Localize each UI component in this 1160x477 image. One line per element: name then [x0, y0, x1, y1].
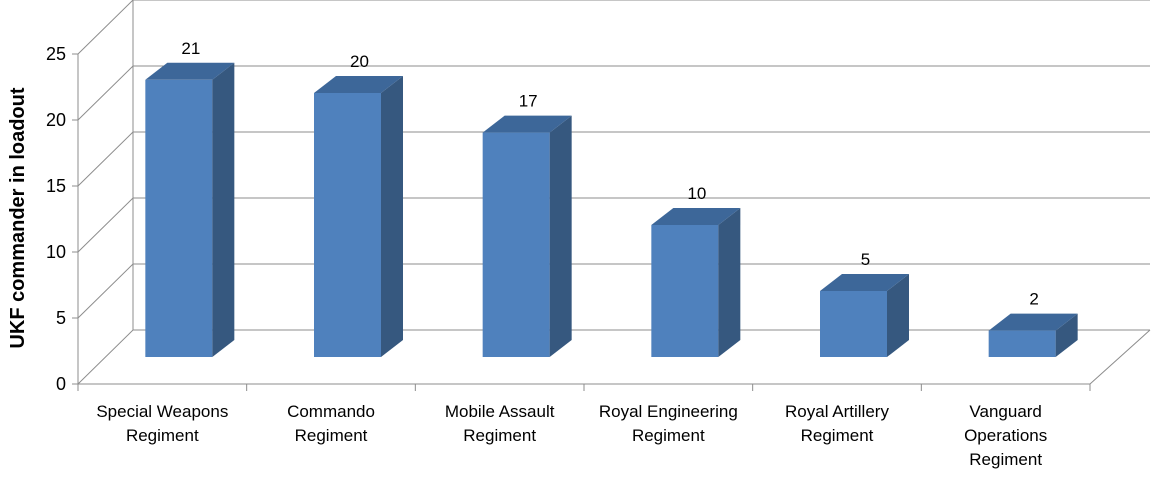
- floor-edge: [1089, 329, 1151, 385]
- data-label: 21: [181, 39, 200, 58]
- bar: [820, 291, 887, 357]
- side-wall-line: [77, 329, 134, 385]
- data-label: 5: [861, 250, 870, 269]
- x-category-label: Mobile Assault Regiment: [445, 402, 555, 445]
- side-wall-line: [77, 263, 134, 319]
- bar-top: [820, 274, 909, 291]
- x-category-label: Royal Engineering Regiment: [599, 402, 738, 445]
- bar-side: [887, 274, 909, 357]
- x-category-label: Commando Regiment: [287, 402, 375, 445]
- bar-side: [212, 62, 235, 358]
- side-wall-line: [77, 0, 134, 55]
- bar: [482, 132, 550, 357]
- bar-top: [651, 208, 741, 225]
- y-tick-label: 5: [56, 308, 66, 328]
- y-tick-label: 20: [46, 110, 66, 130]
- bar: [651, 225, 719, 357]
- x-axis-categories: Special Weapons Regiment Commando Regiment M…: [96, 402, 1047, 469]
- x-category-label: Vanguard Operations Regiment: [964, 402, 1047, 469]
- bar-top: [314, 76, 403, 93]
- bar-top: [482, 115, 572, 133]
- y-tick-label: 25: [46, 44, 66, 64]
- chart-bars: [145, 62, 1078, 358]
- side-wall-line: [77, 131, 134, 187]
- bar-top: [145, 62, 235, 80]
- data-label: 20: [350, 52, 369, 71]
- data-label: 10: [687, 184, 706, 203]
- data-label: 2: [1029, 290, 1038, 309]
- bar: [988, 330, 1056, 357]
- bar-side: [381, 76, 403, 357]
- y-axis-title: UKF commander in loadout: [7, 87, 29, 348]
- bar-side: [1055, 313, 1078, 357]
- y-tick-label: 0: [56, 374, 66, 394]
- bar-top: [988, 313, 1078, 331]
- y-tick-label: 15: [46, 176, 66, 196]
- data-labels: 21 20 17 10 5 2: [181, 39, 1039, 309]
- chart-grid: [77, 0, 1151, 385]
- bar: [145, 79, 213, 358]
- bar-side: [549, 115, 572, 357]
- side-wall-line: [77, 65, 134, 121]
- data-label: 17: [519, 92, 538, 111]
- side-wall-line: [77, 197, 134, 253]
- bar: [314, 93, 381, 357]
- y-tick-label: 10: [46, 242, 66, 262]
- x-category-label: Special Weapons Regiment: [96, 402, 228, 445]
- x-category-label: Royal Artillery Regiment: [785, 402, 889, 445]
- bar-side: [718, 208, 741, 357]
